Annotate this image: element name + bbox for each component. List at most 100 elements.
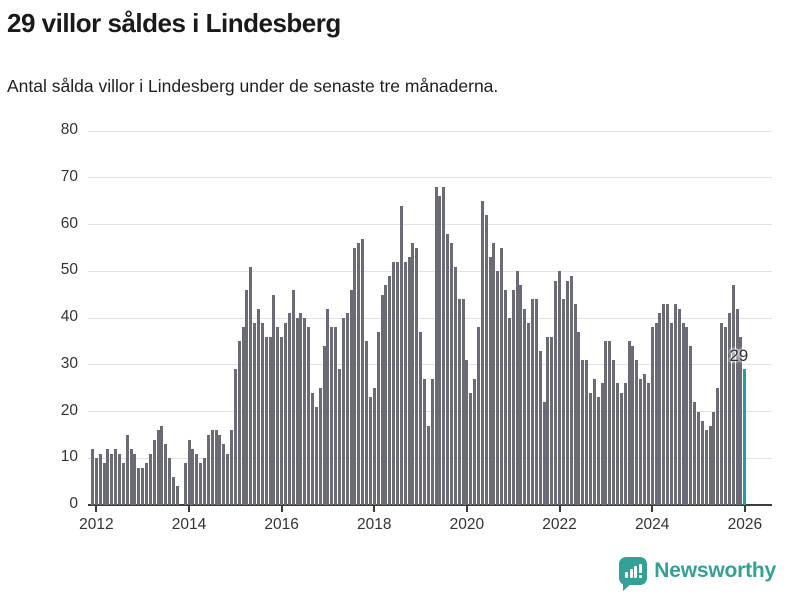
bar <box>496 271 500 505</box>
bar <box>577 332 581 505</box>
bar <box>392 261 396 505</box>
bar <box>615 383 619 505</box>
x-axis-label-2016: 2016 <box>264 516 299 533</box>
gridline-y-60 <box>88 224 772 225</box>
bar <box>314 406 318 505</box>
bar <box>708 425 712 505</box>
bar-highlight-latest <box>743 369 747 505</box>
y-axis-label-30: 30 <box>60 354 78 372</box>
bar <box>206 434 210 505</box>
bar <box>600 383 604 505</box>
bar <box>581 360 585 505</box>
x-axis-tick-2016 <box>280 506 283 512</box>
y-axis-label-40: 40 <box>60 308 78 325</box>
bar <box>727 313 731 505</box>
bar <box>168 458 172 505</box>
bar <box>272 294 276 505</box>
bar <box>330 327 334 505</box>
bar <box>677 308 681 505</box>
bar <box>662 303 666 505</box>
bar <box>264 336 268 505</box>
bar <box>473 378 477 505</box>
bar <box>558 271 562 505</box>
bar <box>345 313 349 505</box>
bar <box>500 247 504 505</box>
x-axis-tick-2018 <box>373 506 376 512</box>
bar <box>477 327 480 505</box>
bar <box>422 378 426 505</box>
bar <box>191 448 195 505</box>
x-axis-tick-2012 <box>95 506 98 512</box>
bar <box>303 318 307 505</box>
x-axis-label-2026: 2026 <box>727 516 763 533</box>
bar <box>724 327 728 505</box>
bar <box>202 458 206 505</box>
bar <box>148 453 152 505</box>
bar <box>195 453 199 505</box>
x-axis-label-2014: 2014 <box>171 516 207 533</box>
bar <box>114 448 118 505</box>
bar <box>731 285 735 505</box>
bar <box>260 322 264 505</box>
bar <box>681 322 685 505</box>
bar <box>697 411 701 505</box>
bar <box>164 444 168 505</box>
y-axis-label-50: 50 <box>60 261 78 279</box>
x-axis-label-2024: 2024 <box>634 516 670 533</box>
y-axis-label-60: 60 <box>60 214 78 232</box>
bar <box>504 289 508 505</box>
bar <box>654 322 658 505</box>
bar <box>183 462 187 505</box>
bar <box>241 327 245 505</box>
bar <box>256 308 260 505</box>
x-axis-label-2018: 2018 <box>357 516 392 533</box>
bar <box>700 420 704 505</box>
bar <box>284 322 287 505</box>
x-axis-line <box>88 504 772 506</box>
bar <box>334 327 338 505</box>
bar <box>94 458 98 505</box>
bar <box>199 462 203 505</box>
bar <box>631 346 635 505</box>
bar <box>372 388 376 505</box>
bar <box>546 336 550 505</box>
bar <box>322 346 326 505</box>
bar <box>588 392 592 505</box>
bar <box>137 467 141 505</box>
chart-subtitle: Antal sålda villor i Lindesberg under de… <box>7 76 499 96</box>
bar <box>523 308 527 505</box>
bar <box>442 187 446 505</box>
bar <box>214 430 218 505</box>
newsworthy-logo: Newsworthy <box>619 557 776 591</box>
bar <box>376 332 380 505</box>
newsworthy-logo-text: Newsworthy <box>654 559 776 582</box>
bar <box>438 196 442 505</box>
bar <box>426 425 430 505</box>
bar <box>689 346 693 505</box>
bar <box>608 341 612 505</box>
bar <box>704 430 708 505</box>
bar <box>229 430 233 505</box>
highlight-value-label: 29 <box>729 346 749 366</box>
bar <box>596 397 600 505</box>
bar <box>461 299 465 505</box>
bar <box>245 289 249 505</box>
bar <box>106 448 110 505</box>
bar <box>407 257 411 505</box>
bar <box>380 294 384 505</box>
gridline-y-30 <box>88 364 772 366</box>
bar <box>531 299 535 505</box>
gridline-y-40 <box>88 317 772 319</box>
bar <box>349 289 353 505</box>
bar <box>569 275 573 505</box>
bar <box>693 402 697 505</box>
bar <box>237 341 241 505</box>
bar <box>488 257 492 505</box>
bar <box>395 261 399 505</box>
bar <box>685 327 689 505</box>
bar <box>175 486 179 505</box>
bar <box>507 318 511 505</box>
bar <box>384 285 388 505</box>
x-axis-tick-2024 <box>651 506 654 512</box>
bar <box>561 299 565 505</box>
